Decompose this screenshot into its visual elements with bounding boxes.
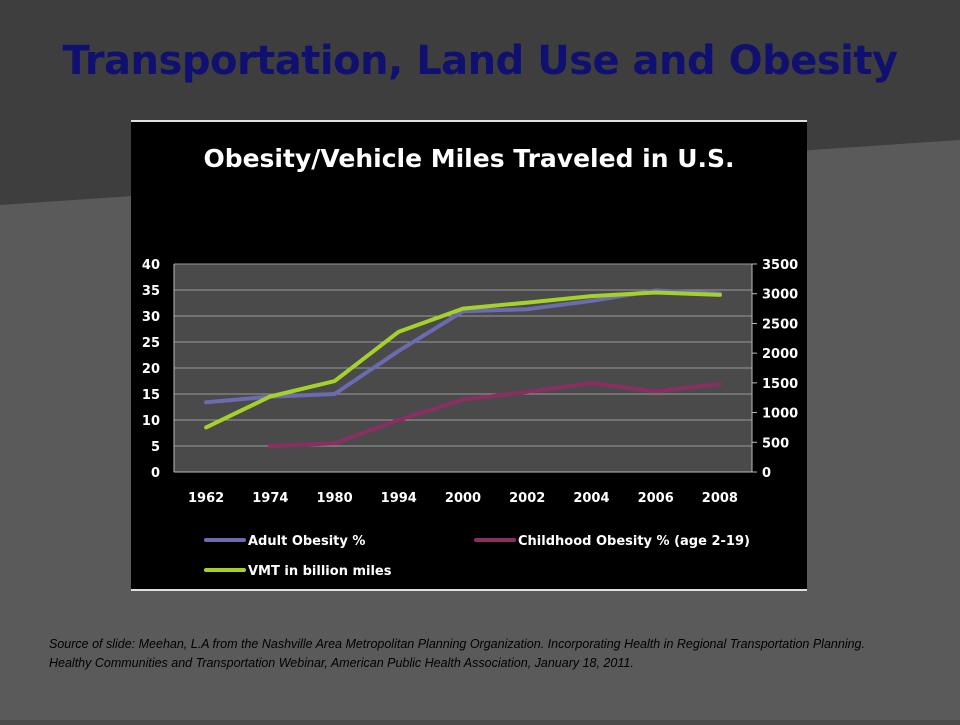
legend-label-1: Childhood Obesity % (age 2-19) (518, 534, 750, 549)
y-tick-label: 15 (142, 388, 160, 403)
series-line-1 (268, 381, 722, 448)
y-tick-label: 5 (151, 440, 160, 455)
y2-tick-label: 2000 (762, 347, 798, 362)
y-tick-label: 25 (142, 336, 160, 351)
source-citation: Source of slide: Meehan, L.A from the Na… (49, 637, 865, 670)
chart-title: Obesity/Vehicle Miles Traveled in U.S. (203, 144, 734, 173)
x-tick-label: 2000 (445, 491, 481, 506)
chart-svg: Obesity/Vehicle Miles Traveled in U.S. 0 5… (142, 144, 798, 579)
y2-tick-label: 500 (762, 436, 789, 451)
y2-tick-label: 0 (762, 466, 771, 481)
x-tick-label: 2002 (509, 491, 545, 506)
y2-tick-label: 2500 (762, 317, 798, 332)
legend-label-0: Adult Obesity % (248, 534, 365, 549)
y2-tick-label: 1000 (762, 407, 798, 422)
x-tick-label: 1994 (381, 491, 417, 506)
y2-tick-label: 1500 (762, 377, 798, 392)
y-tick-label: 35 (142, 284, 160, 299)
x-tick-label: 2004 (573, 491, 609, 506)
y-tick-label: 30 (142, 310, 160, 325)
y-tick-label: 40 (142, 258, 160, 273)
x-tick-label: 1980 (316, 491, 352, 506)
y2-tick-label: 3000 (762, 288, 798, 303)
x-tick-label: 1962 (188, 491, 224, 506)
y-tick-label: 20 (142, 362, 160, 377)
chart-panel: Obesity/Vehicle Miles Traveled in U.S. 0 5… (131, 120, 807, 591)
y-tick-label: 0 (151, 466, 160, 481)
legend-label-2: VMT in billion miles (248, 564, 392, 579)
y2-tick-label: 3500 (762, 258, 798, 273)
x-tick-label: 2006 (638, 491, 674, 506)
x-tick-label: 2008 (702, 491, 738, 506)
series-line-2 (204, 290, 722, 430)
y-tick-label: 10 (142, 414, 160, 429)
x-tick-label: 1974 (252, 491, 288, 506)
slide-title: Transportation, Land Use and Obesity (62, 38, 898, 84)
